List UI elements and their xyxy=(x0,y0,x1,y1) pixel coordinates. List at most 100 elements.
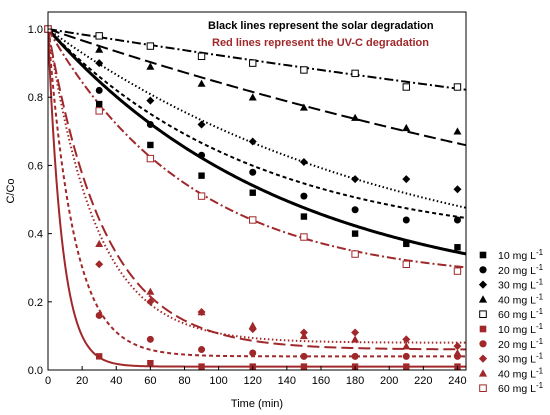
data-point-solar-0 xyxy=(147,141,154,149)
legend-label-superscript: -1 xyxy=(536,366,544,375)
data-point-uvc-5 xyxy=(198,363,205,370)
data-point-uvc-5 xyxy=(300,363,308,370)
data-point-uvc-8 xyxy=(197,308,206,316)
y-tick-label: 0.0 xyxy=(28,365,43,377)
data-point-uvc-8 xyxy=(95,239,104,248)
legend-label-text: 20 mg L xyxy=(498,265,536,277)
data-point-solar-4 xyxy=(351,69,359,78)
data-point-solar-2 xyxy=(299,158,308,167)
data-point-uvc-7 xyxy=(402,335,411,344)
legend-label: 20 mg L-1 xyxy=(498,337,544,351)
legend-label: 30 mg L-1 xyxy=(498,352,544,366)
data-point-uvc-8 xyxy=(351,335,360,343)
legend-label-text: 10 mg L xyxy=(498,324,536,336)
legend-label: 10 mg L-1 xyxy=(498,248,544,262)
legend-marker xyxy=(479,340,487,348)
data-point-solar-3 xyxy=(146,62,155,70)
x-tick-label: 80 xyxy=(178,375,190,387)
data-point-solar-3 xyxy=(453,127,462,135)
data-point-uvc-7 xyxy=(95,260,104,269)
legend-label-text: 40 mg L xyxy=(498,294,536,306)
x-tick-label: 100 xyxy=(209,375,227,387)
legend-label-text: 60 mg L xyxy=(498,383,536,395)
data-point-uvc-9 xyxy=(249,216,257,224)
legend-label: 40 mg L-1 xyxy=(498,292,544,306)
legend-label-superscript: -1 xyxy=(536,278,544,287)
legend-label-superscript: -1 xyxy=(536,352,544,361)
legend-marker xyxy=(479,251,487,259)
data-point-uvc-6 xyxy=(198,346,206,354)
data-point-solar-3 xyxy=(197,79,206,87)
fit-curve-uvc-5 xyxy=(48,29,466,368)
data-point-solar-4 xyxy=(146,42,155,50)
data-point-solar-3 xyxy=(248,93,257,101)
data-point-uvc-6 xyxy=(300,352,308,360)
fit-curve-solar-4 xyxy=(48,28,466,91)
data-point-uvc-8 xyxy=(402,342,411,350)
data-point-solar-0 xyxy=(454,244,461,251)
data-point-uvc-9 xyxy=(300,233,308,241)
legend-label-superscript: -1 xyxy=(536,337,544,346)
x-axis-label: Time (min) xyxy=(231,398,283,410)
y-tick-label: 0.2 xyxy=(28,297,43,309)
data-point-uvc-7 xyxy=(146,297,155,306)
data-point-solar-0 xyxy=(198,172,205,179)
legend-label-text: 40 mg L xyxy=(498,368,536,380)
legend-label: 10 mg L-1 xyxy=(498,322,544,336)
legend-marker xyxy=(479,310,487,318)
data-point-uvc-9 xyxy=(197,192,206,200)
data-point-uvc-6 xyxy=(402,352,410,360)
fit-curve-uvc-8 xyxy=(48,28,466,351)
legend-label-superscript: -1 xyxy=(536,381,544,390)
legend-label-superscript: -1 xyxy=(536,307,544,316)
x-tick-label: 40 xyxy=(110,375,122,387)
x-tick-label: 140 xyxy=(278,375,296,387)
data-point-uvc-5 xyxy=(403,363,410,370)
data-point-solar-2 xyxy=(146,96,155,105)
y-tick-label: 0.6 xyxy=(28,160,43,172)
fit-curves xyxy=(48,28,466,368)
fit-curve-solar-0 xyxy=(48,28,466,256)
data-point-solar-3 xyxy=(299,103,308,111)
data-point-uvc-9 xyxy=(95,107,103,115)
legend-label-text: 10 mg L xyxy=(498,250,536,262)
data-point-uvc-7 xyxy=(351,328,360,337)
data-point-uvc-5 xyxy=(95,353,103,360)
data-point-uvc-8 xyxy=(248,321,257,329)
fit-curve-uvc-9 xyxy=(48,28,466,269)
data-point-solar-2 xyxy=(248,137,257,146)
data-point-solar-4 xyxy=(95,32,103,40)
plot-frame xyxy=(47,11,467,371)
legend-label-superscript: -1 xyxy=(536,292,544,301)
data-point-uvc-5 xyxy=(147,359,154,367)
data-point-uvc-8 xyxy=(453,348,462,357)
data-point-solar-3 xyxy=(402,123,411,132)
data-point-solar-1 xyxy=(198,151,206,159)
data-point-solar-4 xyxy=(300,66,308,74)
legend-label-superscript: -1 xyxy=(536,322,544,331)
legend-marker xyxy=(478,369,488,377)
data-point-solar-1 xyxy=(453,216,461,224)
x-tick-label: 240 xyxy=(448,375,466,387)
x-tick-label: 200 xyxy=(380,375,398,387)
legend-label: 60 mg L-1 xyxy=(498,307,544,321)
data-point-solar-0 xyxy=(300,213,308,220)
legend-label-text: 30 mg L xyxy=(498,280,536,292)
legend-label-text: 20 mg L xyxy=(498,339,536,351)
data-point-uvc-6 xyxy=(146,335,154,343)
x-axis: 0 20 40 60 80 100 120 140 160 180 200 220 240 xyxy=(45,366,467,387)
x-tick-label: 120 xyxy=(244,375,262,387)
data-point-solar-3 xyxy=(351,113,360,121)
data-point-uvc-9 xyxy=(402,260,410,269)
x-tick-label: 0 xyxy=(45,375,51,387)
legend-label-text: 60 mg L xyxy=(498,309,536,321)
legend-label-superscript: -1 xyxy=(536,248,544,257)
data-point-solar-2 xyxy=(402,175,411,184)
legend-marker xyxy=(479,266,487,274)
data-point-solar-2 xyxy=(95,59,104,68)
data-point-solar-4 xyxy=(197,52,206,61)
legend-label: 20 mg L-1 xyxy=(498,263,544,277)
fit-curve-solar-1 xyxy=(48,28,466,219)
data-point-uvc-6 xyxy=(95,311,103,319)
